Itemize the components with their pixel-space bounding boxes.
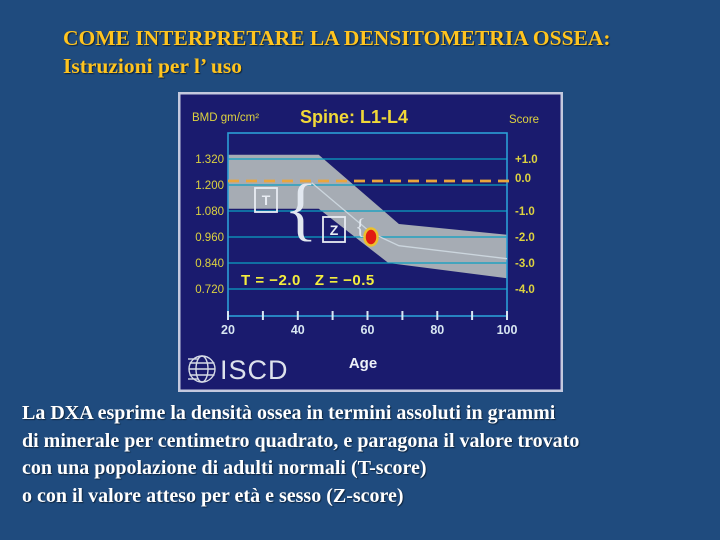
bmd-tick-label: 0.960 [195, 232, 224, 244]
body-line-2: di minerale per centimetro quadrato, e p… [22, 429, 580, 452]
iscd-logo-text: ISCD [220, 355, 289, 385]
slide-title: COME INTERPRETARE LA DENSITOMETRIA OSSEA… [63, 24, 693, 80]
bmd-tick-label: 1.200 [195, 180, 224, 192]
bmd-tick-label: 0.840 [195, 258, 224, 270]
age-tick-label: 100 [497, 323, 518, 337]
slide-title-line-1: COME INTERPRETARE LA DENSITOMETRIA OSSEA… [63, 26, 611, 50]
score-tick-label: -4.0 [515, 284, 535, 296]
t-marker-letter: T [262, 192, 271, 208]
score-tick-label: -2.0 [515, 232, 535, 244]
mean-bmd-curve [311, 182, 508, 260]
bmd-axis-label: BMD gm/cm² [192, 112, 259, 124]
body-line-3: con una popolazione di adulti normali (T… [22, 457, 427, 479]
bmd-tick-label: 0.720 [195, 284, 224, 296]
age-tick-label: 20 [221, 323, 235, 337]
x-axis-ticks [227, 311, 508, 320]
slide-body-paragraph: La DXA esprime la densità ossea in termi… [22, 400, 714, 510]
score-axis-label: Score [509, 114, 539, 126]
globe-grid-icon [188, 355, 216, 383]
age-tick-label: 40 [291, 323, 305, 337]
z-marker-letter: Z [330, 222, 339, 238]
gridlines [228, 158, 507, 290]
bmd-tick-label: 1.080 [195, 206, 224, 218]
score-tick-label: -3.0 [515, 258, 535, 270]
body-line-1: La DXA esprime la densità ossea in termi… [22, 402, 556, 424]
t-z-result-text: T = −2.0 Z = −0.5 [241, 272, 375, 289]
normal-range-band [228, 154, 507, 279]
score-tick-label: +1.0 [515, 154, 538, 166]
slide-title-line-2: Istruzioni per l’ uso [63, 54, 242, 78]
x-axis-title: Age [349, 355, 377, 372]
t-marker-box [254, 187, 278, 213]
mean-curve-line [311, 182, 508, 260]
dxa-reference-chart: 1.320 1.200 1.080 0.960 0.840 0.720 +1.0 0.0 -1… [178, 92, 563, 392]
age-axis-tick-labels: 20 40 60 80 100 [221, 323, 517, 337]
bmd-tick-label: 1.320 [195, 154, 224, 166]
body-line-4: o con il valore atteso per età e sesso (… [22, 484, 404, 507]
z-marker-box [322, 216, 346, 243]
band-polygon [228, 154, 507, 279]
chart-frame-border [178, 92, 563, 392]
chart-title: Spine: L1-L4 [300, 107, 408, 127]
score-tick-label: -1.0 [515, 206, 535, 218]
patient-data-point [363, 227, 379, 247]
patient-dot [363, 227, 379, 247]
score-tick-label: 0.0 [515, 173, 531, 185]
age-tick-label: 60 [361, 323, 375, 337]
dxa-chart-image: 1.320 1.200 1.080 0.960 0.840 0.720 +1.0 0.0 -1… [178, 92, 563, 392]
z-span-brace: { [355, 214, 366, 239]
bmd-axis-tick-labels: 1.320 1.200 1.080 0.960 0.840 0.720 [195, 154, 224, 296]
score-axis-tick-labels: +1.0 0.0 -1.0 -2.0 -3.0 -4.0 [515, 154, 538, 296]
iscd-logo: ISCD [188, 355, 289, 385]
age-tick-label: 80 [430, 323, 444, 337]
t-span-brace: { [284, 171, 318, 248]
